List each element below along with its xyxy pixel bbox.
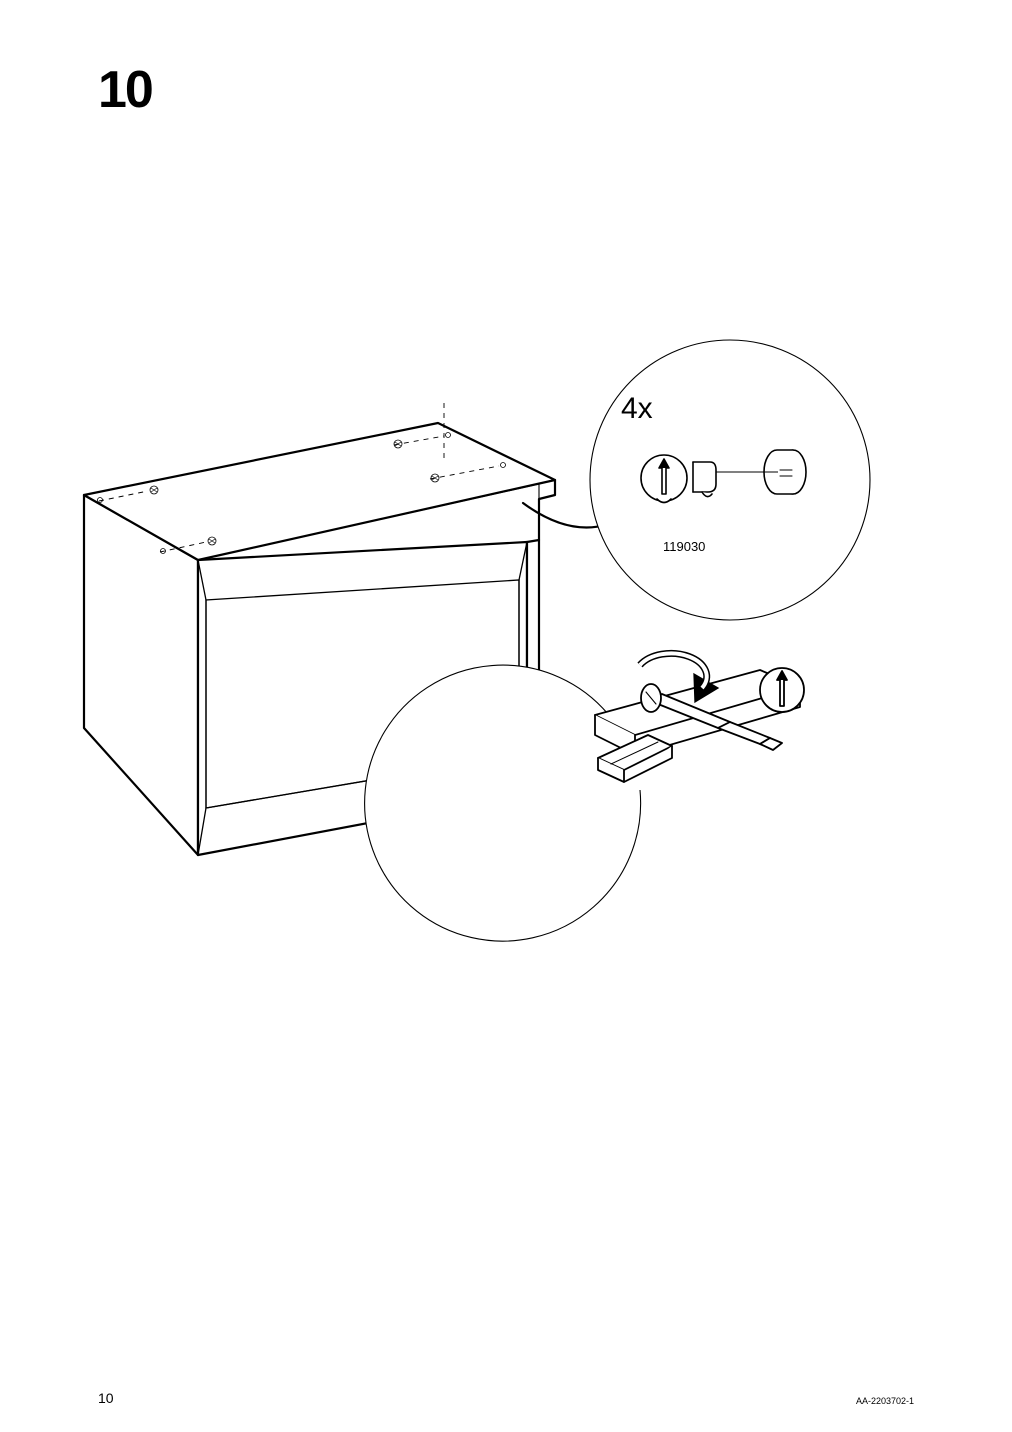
assembly-illustration [0, 0, 1012, 1432]
instruction-page: 10 [0, 0, 1012, 1432]
part-number-label: 119030 [663, 539, 705, 554]
detail-bubble-action [365, 653, 804, 941]
quantity-label: 4x [621, 392, 653, 426]
page-number: 10 [98, 1390, 114, 1406]
detail-bubble-part [590, 340, 870, 620]
document-code: AA-2203702-1 [856, 1396, 914, 1406]
